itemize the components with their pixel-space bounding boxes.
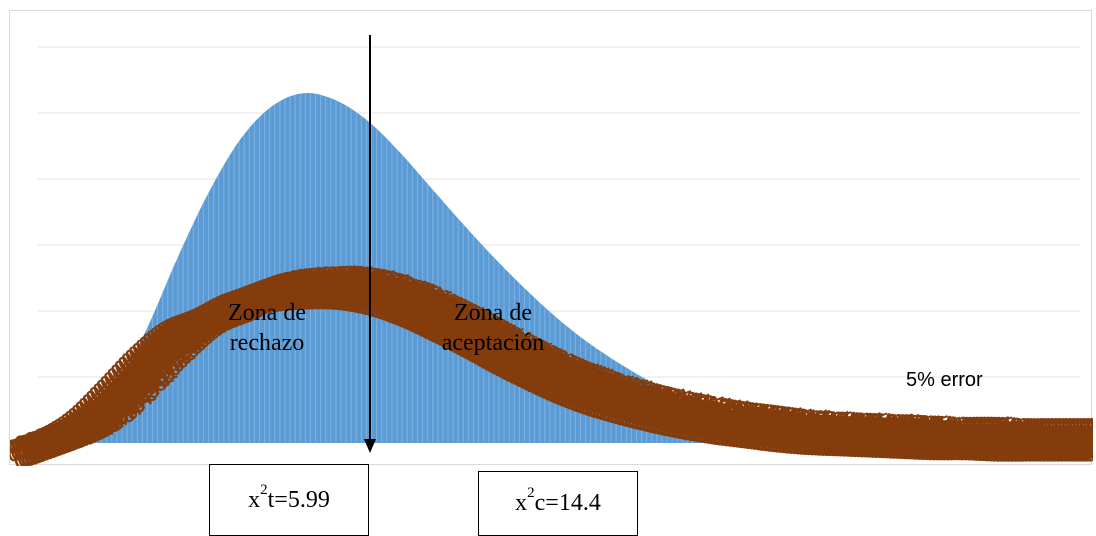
zone-aceptacion-label: Zona de aceptación xyxy=(418,298,568,358)
calculated-value-suffix: c=14.4 xyxy=(534,490,601,516)
zone-rechazo-line2: rechazo xyxy=(229,330,305,356)
critical-value-sup: 2 xyxy=(260,481,268,498)
chart-frame: 0.0000 0.0000 0.0000 0.0005 0.0005 0.0005 0.00… xyxy=(9,10,1093,466)
critical-value-box: x 2 t=5.99 xyxy=(209,464,369,536)
data-labels: 0.00000.00000.00000.00050.00050.00050.00… xyxy=(10,262,1093,466)
critical-value-suffix: t=5.99 xyxy=(267,486,330,513)
critical-value-prefix: x xyxy=(248,486,261,513)
calculated-value-sup: 2 xyxy=(527,485,535,501)
zone-aceptacion-line1: Zona de xyxy=(454,300,532,326)
error-label: 5% error xyxy=(906,369,983,391)
distribution-bars xyxy=(70,93,1055,443)
distribution-area xyxy=(20,93,1090,443)
zone-rechazo-line1: Zona de xyxy=(228,300,306,326)
area-fill xyxy=(20,93,1090,443)
calculated-value-prefix: x xyxy=(515,490,528,516)
zone-aceptacion-line2: aceptación xyxy=(441,330,545,356)
arrow-head xyxy=(364,439,376,453)
calculated-value-box: x 2 c=14.4 xyxy=(478,471,638,536)
zone-rechazo-label: Zona de rechazo xyxy=(212,298,322,358)
chi-square-chart: 0.00000.00000.00000.00050.00050.00050.00… xyxy=(10,35,1093,466)
